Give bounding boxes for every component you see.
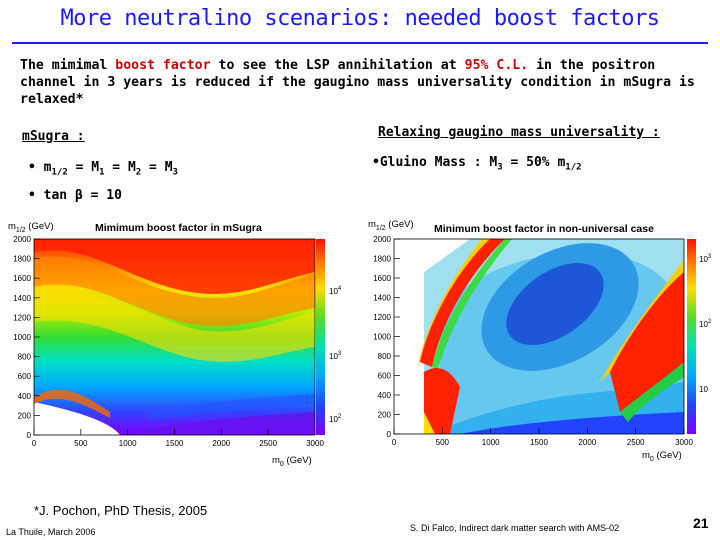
right-y-tick-label: 600 [378, 372, 392, 381]
venue-date: La Thuile, March 2006 [6, 527, 96, 537]
right-y-tick-label: 1200 [373, 313, 391, 322]
right-y-ticks: 0 200 400 600 800 1000 1200 1400 1600 1800 2000 [373, 235, 400, 439]
left-y-ticks: 0 200 400 600 800 1000 1200 1400 1600 1800 2000 [13, 235, 40, 440]
page-number: 21 [693, 515, 709, 531]
left-plot-title: Mimimum boost factor in mSugra [95, 222, 262, 234]
right-x-axis-label: m0 (GeV) [642, 450, 682, 463]
right-y-axis-label: m1/2 (GeV) [368, 219, 414, 232]
left-y-tick-label: 600 [18, 372, 32, 381]
left-x-ticks: 0 500 1000 1500 2000 2500 3000 [32, 429, 324, 448]
right-y-tick-label: 400 [378, 391, 392, 400]
right-x-tick-label: 2500 [627, 438, 645, 447]
right-x-tick-label: 2000 [578, 438, 596, 447]
msugra-bullet-tanbeta: • tan β = 10 [28, 188, 122, 203]
left-x-tick-label: 2500 [259, 439, 277, 448]
footnote: *J. Pochon, PhD Thesis, 2005 [34, 503, 208, 518]
author-talk: S. Di Falco, Indirect dark matter search… [410, 523, 620, 533]
left-y-tick-label: 1600 [13, 274, 31, 283]
msugra-heading: mSugra : [22, 129, 85, 144]
left-y-tick-label: 2000 [13, 235, 31, 244]
right-x-tick-label: 500 [436, 438, 450, 447]
left-y-tick-label: 0 [27, 431, 32, 440]
right-y-tick-label: 1000 [373, 333, 391, 342]
right-y-tick-label: 1800 [373, 255, 391, 264]
right-x-tick-label: 1000 [482, 438, 500, 447]
right-heatmap [394, 239, 684, 434]
intro-highlight-cl: 95% C.L. [464, 58, 529, 73]
left-x-tick-label: 500 [74, 439, 88, 448]
left-y-axis-label: m1/2 (GeV) [8, 221, 54, 234]
relaxing-heading: Relaxing gaugino mass universality : [378, 125, 660, 140]
right-x-ticks: 0 500 1000 1500 2000 2500 3000 [392, 428, 693, 447]
right-x-tick-label: 1500 [530, 438, 548, 447]
left-x-tick-label: 1500 [166, 439, 184, 448]
left-y-tick-label: 1400 [13, 294, 31, 303]
left-y-tick-label: 1200 [13, 313, 31, 322]
left-y-tick-label: 1000 [13, 333, 31, 342]
msugra-boost-plot: Mimimum boost factor in mSugra m1/2 (GeV… [8, 221, 342, 468]
right-x-tick-label: 0 [392, 438, 397, 447]
left-y-tick-label: 400 [18, 392, 32, 401]
intro-paragraph: The mimimal boost factor to see the LSP … [20, 57, 710, 108]
right-cb-label-high: 103 [699, 254, 712, 264]
right-cb-label-mid: 102 [699, 319, 712, 329]
right-y-tick-label: 200 [378, 411, 392, 420]
slide-title: More neutralino scenarios: needed boost … [60, 6, 660, 31]
title-underline [12, 42, 708, 44]
left-cb-label-low: 102 [329, 414, 342, 424]
left-x-tick-label: 1000 [119, 439, 137, 448]
left-heatmap [34, 239, 315, 435]
left-x-tick-label: 0 [32, 439, 37, 448]
right-y-tick-label: 1400 [373, 294, 391, 303]
intro-highlight-boost: boost factor [115, 58, 211, 73]
intro-text-1: The mimimal [20, 58, 116, 73]
msugra-bullet-universality: • m1/2 = M1 = M2 = M3 [28, 160, 178, 178]
right-y-tick-label: 800 [378, 352, 392, 361]
left-x-axis-label: m0 (GeV) [272, 455, 312, 468]
gluino-mass-bullet: •Gluino Mass : M3 = 50% m1/2 [372, 155, 582, 173]
left-cb-label-high: 104 [329, 286, 342, 296]
right-plot-title: Minimum boost factor in non-universal ca… [434, 223, 654, 235]
left-x-tick-label: 3000 [306, 439, 324, 448]
right-y-tick-label: 1600 [373, 274, 391, 283]
right-x-tick-label: 3000 [675, 438, 693, 447]
left-y-tick-label: 800 [18, 353, 32, 362]
left-x-tick-label: 2000 [212, 439, 230, 448]
left-y-tick-label: 1800 [13, 255, 31, 264]
non-universal-boost-plot: m1/2 (GeV) Minimum boost factor in non-u… [368, 219, 712, 463]
left-y-tick-label: 200 [18, 411, 32, 420]
intro-text-3: in the positron channel in 3 years is re… [20, 58, 695, 107]
right-y-tick-label: 0 [387, 430, 392, 439]
right-cb-label-low: 10 [699, 385, 708, 394]
right-y-tick-label: 2000 [373, 235, 391, 244]
left-cb-label-mid: 103 [329, 351, 342, 361]
intro-text-2: to see the LSP annihilation at [210, 58, 465, 73]
